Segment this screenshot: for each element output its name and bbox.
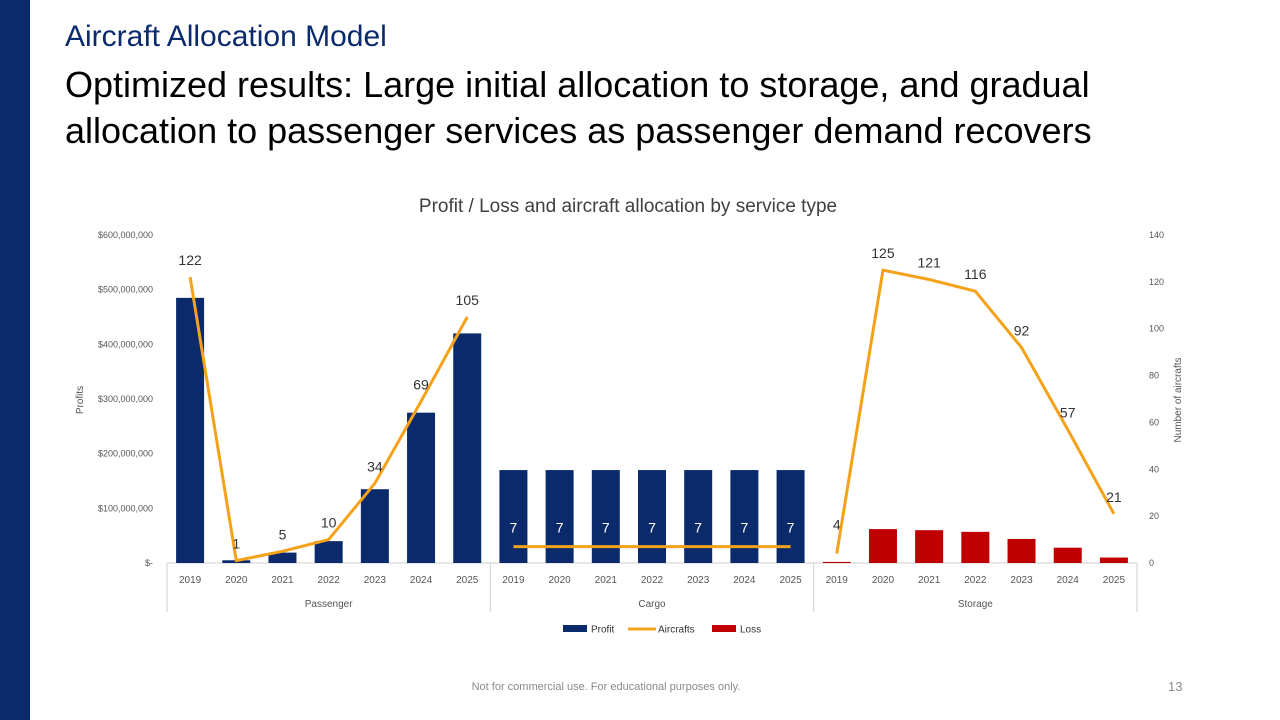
aircrafts-data-label: 4 xyxy=(833,517,841,533)
y2-tick-label: 140 xyxy=(1149,230,1164,240)
y-tick-label: $600,000,000 xyxy=(98,230,153,240)
profit-bar xyxy=(591,470,620,563)
loss-bar xyxy=(822,561,851,563)
page-number: 13 xyxy=(1168,679,1183,694)
aircrafts-data-label: 34 xyxy=(367,458,383,474)
y-axis-label: Profits xyxy=(75,386,86,414)
aircrafts-data-label: 7 xyxy=(740,520,748,536)
x-tick-label: 2022 xyxy=(964,575,987,586)
aircrafts-data-label: 1 xyxy=(232,536,240,552)
profit-bar xyxy=(499,470,528,563)
y2-tick-label: 60 xyxy=(1149,417,1159,427)
x-tick-label: 2024 xyxy=(410,575,433,586)
x-tick-label: 2019 xyxy=(502,575,525,586)
aircrafts-data-label: 5 xyxy=(279,526,287,542)
chart-legend: Profit Aircrafts Loss xyxy=(563,625,761,636)
profit-bar xyxy=(638,470,666,563)
aircrafts-data-label: 57 xyxy=(1060,404,1076,420)
profit-bar xyxy=(314,541,343,563)
aircrafts-data-label: 7 xyxy=(694,520,702,536)
y2-tick-label: 120 xyxy=(1149,277,1164,287)
x-tick-label: 2021 xyxy=(918,575,941,586)
y-tick-label: $300,000,000 xyxy=(98,394,153,404)
loss-bar xyxy=(868,529,897,563)
y-tick-label: $100,000,000 xyxy=(98,503,153,513)
x-tick-label: 2021 xyxy=(271,575,294,586)
aircrafts-data-label: 7 xyxy=(787,520,795,536)
aircrafts-data-label: 92 xyxy=(1014,322,1030,338)
y-tick-label: $- xyxy=(145,558,153,568)
aircrafts-data-label: 21 xyxy=(1106,489,1122,505)
x-tick-label: 2019 xyxy=(826,575,849,586)
loss-bar xyxy=(1099,557,1128,563)
y2-tick-label: 0 xyxy=(1149,558,1154,568)
group-label: Passenger xyxy=(305,599,353,610)
x-tick-label: 2022 xyxy=(318,575,341,586)
y2-axis-label: Number of aircrafts xyxy=(1173,357,1184,442)
x-tick-label: 2021 xyxy=(595,575,618,586)
legend-label-aircrafts: Aircrafts xyxy=(658,625,695,636)
y-tick-label: $400,000,000 xyxy=(98,339,153,349)
x-tick-label: 2020 xyxy=(225,575,248,586)
loss-bar xyxy=(961,531,990,563)
left-accent-bar xyxy=(0,0,30,720)
y-tick-label: $200,000,000 xyxy=(98,449,153,459)
aircrafts-data-label: 122 xyxy=(178,252,202,268)
x-tick-label: 2025 xyxy=(456,575,479,586)
aircrafts-data-label: 121 xyxy=(917,255,941,271)
profit-bar xyxy=(453,333,482,563)
x-tick-label: 2019 xyxy=(179,575,202,586)
x-tick-label: 2024 xyxy=(733,575,756,586)
aircrafts-data-label: 105 xyxy=(456,292,480,308)
aircrafts-data-label: 116 xyxy=(964,266,987,282)
y2-tick-label: 80 xyxy=(1149,371,1159,381)
aircrafts-data-label: 69 xyxy=(413,376,429,392)
chart-title: Profit / Loss and aircraft allocation by… xyxy=(419,196,837,217)
y2-tick-label: 100 xyxy=(1149,324,1164,334)
aircrafts-line xyxy=(188,276,469,563)
legend-label-loss: Loss xyxy=(740,625,761,636)
x-tick-label: 2025 xyxy=(1103,575,1126,586)
aircrafts-data-label: 7 xyxy=(602,520,610,536)
y2-tick-label: 20 xyxy=(1149,511,1159,521)
x-tick-label: 2022 xyxy=(641,575,664,586)
profit-bar xyxy=(776,470,805,563)
slide-title: Optimized results: Large initial allocat… xyxy=(65,64,1092,151)
legend-label-profit: Profit xyxy=(591,625,615,636)
x-tick-label: 2023 xyxy=(364,575,387,586)
aircrafts-data-label: 7 xyxy=(556,520,564,536)
slide-kicker: Aircraft Allocation Model xyxy=(65,20,387,53)
aircrafts-line xyxy=(835,268,1116,554)
x-tick-label: 2025 xyxy=(779,575,802,586)
x-tick-label: 2024 xyxy=(1057,575,1080,586)
plot-area: $- $100,000,000 $200,000,000 $300,000,000 $4… xyxy=(98,230,1164,612)
aircrafts-data-label: 7 xyxy=(510,520,518,536)
legend-swatch-profit xyxy=(563,625,587,632)
profit-bar xyxy=(730,470,759,563)
profit-bar xyxy=(360,489,389,563)
y2-tick-label: 40 xyxy=(1149,464,1159,474)
aircrafts-data-label: 10 xyxy=(321,515,337,531)
aircrafts-data-label: 7 xyxy=(648,520,656,536)
x-tick-label: 2023 xyxy=(687,575,710,586)
loss-bar xyxy=(1053,547,1082,563)
group-label: Cargo xyxy=(638,599,666,610)
profit-bar xyxy=(268,552,297,563)
profit-bar xyxy=(545,470,574,563)
loss-bar xyxy=(915,530,944,563)
x-tick-label: 2020 xyxy=(872,575,895,586)
profit-bar xyxy=(407,412,436,563)
x-tick-label: 2023 xyxy=(1010,575,1033,586)
x-tick-label: 2020 xyxy=(548,575,571,586)
aircrafts-data-label: 125 xyxy=(871,245,895,261)
group-label: Storage xyxy=(958,599,993,610)
loss-bar xyxy=(1007,538,1036,563)
footer-note: Not for commercial use. For educational … xyxy=(471,681,741,693)
y-tick-label: $500,000,000 xyxy=(98,285,153,295)
profit-bar xyxy=(684,470,713,563)
legend-swatch-loss xyxy=(712,625,736,632)
